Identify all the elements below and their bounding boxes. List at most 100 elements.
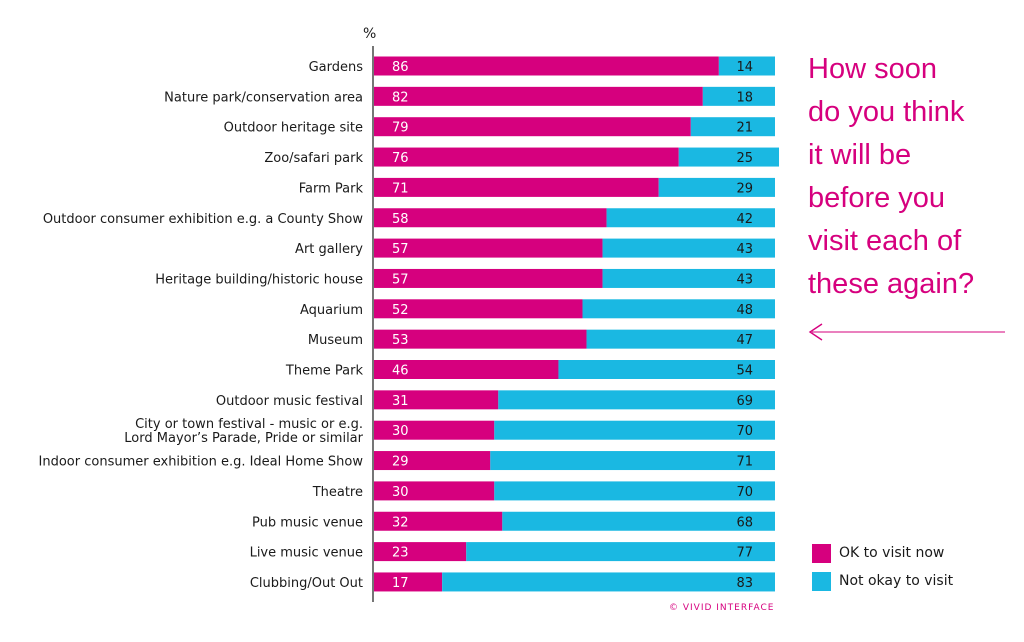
bar-ok-theatre [374, 481, 495, 501]
value-label-ok-clubbing-out-out: 17 [392, 576, 409, 591]
value-label-ok-outdoor-heritage-site: 79 [392, 121, 409, 136]
category-label-nature-park-conservation-area: Nature park/conservation area [164, 90, 363, 105]
bar-ok-heritage-building-historic-house [374, 268, 603, 288]
category-label-museum: Museum [308, 333, 363, 348]
category-label-outdoor-music-festival: Outdoor music festival [216, 394, 363, 409]
bar-not-ok-nature-park-conservation-area [702, 86, 775, 106]
value-label-ok-live-music-venue: 23 [392, 546, 409, 561]
value-label-not-ok-gardens: 14 [736, 60, 753, 75]
value-label-ok-theme-park: 46 [392, 364, 409, 379]
value-label-ok-city-or-town-festival-music-or-e-g: 30 [392, 424, 409, 439]
category-label-clubbing-out-out: Clubbing/Out Out [250, 576, 363, 591]
value-label-not-ok-nature-park-conservation-area: 18 [736, 90, 753, 105]
value-label-ok-outdoor-consumer-exhibition-e-g-a-county-show: 58 [392, 212, 409, 227]
value-label-not-ok-aquarium: 48 [736, 303, 753, 318]
value-label-not-ok-outdoor-music-festival: 69 [736, 394, 753, 409]
bar-not-ok-clubbing-out-out [442, 572, 775, 592]
value-label-not-ok-outdoor-consumer-exhibition-e-g-a-county-show: 42 [736, 212, 753, 227]
value-label-ok-zoo-safari-park: 76 [392, 151, 409, 166]
bar-not-ok-farm-park [658, 177, 775, 197]
value-label-ok-pub-music-venue: 32 [392, 515, 409, 530]
value-label-not-ok-indoor-consumer-exhibition-e-g-ideal-home-show: 71 [736, 455, 753, 470]
category-label-indoor-consumer-exhibition-e-g-ideal-home-show: Indoor consumer exhibition e.g. Ideal Ho… [39, 455, 364, 470]
bar-ok-museum [374, 329, 587, 349]
unit-label: % [363, 26, 376, 42]
value-label-ok-heritage-building-historic-house: 57 [392, 272, 409, 287]
bar-ok-art-gallery [374, 238, 603, 258]
value-label-not-ok-farm-park: 29 [736, 181, 753, 196]
copyright-text: © VIVID INTERFACE [669, 603, 775, 613]
category-label-heritage-building-historic-house: Heritage building/historic house [155, 272, 363, 287]
bar-not-ok-outdoor-consumer-exhibition-e-g-a-county-show [606, 208, 775, 228]
bar-not-ok-indoor-consumer-exhibition-e-g-ideal-home-show [490, 451, 775, 471]
legend-swatch-ok [812, 543, 831, 563]
bar-ok-indoor-consumer-exhibition-e-g-ideal-home-show [374, 451, 491, 471]
question-annotation: How soon do you think it will be before … [808, 53, 975, 300]
category-label-farm-park: Farm Park [299, 181, 364, 196]
bar-not-ok-outdoor-music-festival [498, 390, 775, 410]
legend: OK to visit now Not okay to visit [812, 543, 953, 599]
value-label-ok-gardens: 86 [392, 60, 409, 75]
value-label-ok-indoor-consumer-exhibition-e-g-ideal-home-show: 29 [392, 455, 409, 470]
category-label-theatre: Theatre [312, 485, 363, 500]
legend-swatch-not-ok [812, 571, 831, 591]
category-label-gardens: Gardens [309, 60, 364, 75]
legend-item-ok: OK to visit now [812, 543, 953, 563]
value-label-not-ok-outdoor-heritage-site: 21 [736, 121, 753, 136]
bar-ok-theme-park [374, 360, 559, 379]
value-label-not-ok-theatre: 70 [736, 485, 753, 500]
value-label-ok-theatre: 30 [392, 485, 409, 500]
value-label-ok-farm-park: 71 [392, 181, 409, 196]
value-label-not-ok-heritage-building-historic-house: 43 [736, 272, 753, 287]
bars-layer: Gardens 86 14 Nature park/conservation area… [39, 56, 780, 592]
category-label-art-gallery: Art gallery [295, 242, 363, 257]
bar-ok-outdoor-heritage-site [374, 117, 691, 137]
category-label-pub-music-venue: Pub music venue [252, 515, 363, 530]
category-label-aquarium: Aquarium [300, 303, 363, 318]
bar-not-ok-outdoor-heritage-site [690, 117, 775, 137]
category-label-city-or-town-festival-music-or-e-g: City or town festival - music or e.g. Lor… [124, 417, 363, 446]
bar-ok-outdoor-consumer-exhibition-e-g-a-county-show [374, 208, 607, 228]
bar-not-ok-heritage-building-historic-house [602, 268, 775, 288]
value-label-not-ok-theme-park: 54 [736, 364, 753, 379]
bar-ok-clubbing-out-out [374, 572, 443, 592]
bar-ok-city-or-town-festival-music-or-e-g [374, 420, 495, 440]
bar-not-ok-art-gallery [602, 238, 775, 258]
value-label-not-ok-clubbing-out-out: 83 [736, 576, 753, 591]
value-label-ok-nature-park-conservation-area: 82 [392, 90, 409, 105]
category-label-outdoor-heritage-site: Outdoor heritage site [224, 121, 363, 136]
category-label-live-music-venue: Live music venue [250, 546, 363, 561]
legend-item-not-ok: Not okay to visit [812, 571, 953, 591]
value-label-ok-outdoor-music-festival: 31 [392, 394, 409, 409]
bar-not-ok-theatre [494, 481, 775, 501]
bar-ok-outdoor-music-festival [374, 390, 499, 410]
bar-not-ok-live-music-venue [466, 542, 775, 562]
bar-ok-pub-music-venue [374, 511, 503, 531]
value-label-not-ok-museum: 47 [736, 333, 753, 348]
bar-not-ok-theme-park [558, 360, 775, 379]
legend-label-ok: OK to visit now [839, 545, 945, 561]
category-label-theme-park: Theme Park [285, 364, 364, 379]
category-label-zoo-safari-park: Zoo/safari park [264, 151, 363, 166]
value-label-ok-aquarium: 52 [392, 303, 409, 318]
bar-ok-farm-park [374, 177, 659, 197]
bar-ok-nature-park-conservation-area [374, 86, 703, 106]
bar-ok-gardens [374, 56, 719, 76]
value-label-ok-art-gallery: 57 [392, 242, 409, 257]
bar-not-ok-pub-music-venue [502, 511, 775, 531]
value-label-not-ok-pub-music-venue: 68 [736, 515, 753, 530]
bar-not-ok-zoo-safari-park [678, 147, 780, 167]
bar-not-ok-aquarium [582, 299, 775, 319]
bar-ok-aquarium [374, 299, 583, 319]
value-label-not-ok-live-music-venue: 77 [736, 546, 753, 561]
bar-not-ok-gardens [718, 56, 775, 76]
value-label-not-ok-art-gallery: 43 [736, 242, 753, 257]
arrow-icon [808, 323, 823, 341]
bar-not-ok-city-or-town-festival-music-or-e-g [494, 420, 775, 440]
value-label-ok-museum: 53 [392, 333, 409, 348]
value-label-not-ok-zoo-safari-park: 25 [736, 151, 753, 166]
bar-not-ok-museum [586, 329, 775, 349]
bar-ok-live-music-venue [374, 542, 467, 562]
value-label-not-ok-city-or-town-festival-music-or-e-g: 70 [736, 424, 753, 439]
